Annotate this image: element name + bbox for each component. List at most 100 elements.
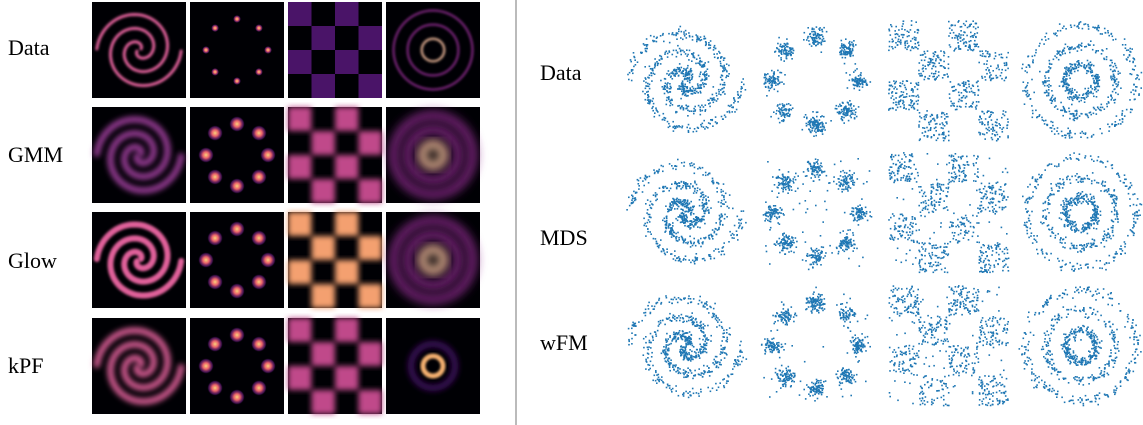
scatter-point	[779, 216, 781, 218]
scatter-point	[846, 238, 848, 240]
scatter-point	[689, 110, 691, 112]
scatter-point	[808, 170, 810, 172]
density-blob	[207, 230, 223, 246]
scatter-point	[1106, 103, 1108, 105]
scatter-point	[824, 127, 826, 129]
scatter-point	[1099, 128, 1101, 130]
scatter-point	[906, 175, 908, 177]
scatter-point	[697, 92, 699, 94]
scatter-point	[682, 221, 684, 223]
scatter-point	[1051, 131, 1053, 133]
scatter-point	[1087, 95, 1089, 97]
scatter-point	[958, 156, 960, 158]
scatter-point	[702, 174, 704, 176]
scatter-point	[703, 86, 705, 88]
scatter-point	[896, 197, 898, 199]
scatter-point	[894, 227, 896, 229]
scatter-point	[978, 212, 980, 214]
scatter-point	[1125, 44, 1127, 46]
scatter-point	[699, 57, 701, 59]
scatter-point	[998, 246, 1000, 248]
scatter-point	[707, 99, 709, 101]
scatter-point	[926, 127, 928, 129]
scatter-point	[1004, 248, 1006, 250]
scatter-point	[907, 239, 909, 241]
scatter-point	[1096, 91, 1098, 93]
scatter-point	[1003, 191, 1005, 193]
scatter-point	[848, 120, 850, 122]
scatter-point	[1032, 62, 1034, 64]
scatter-point	[1068, 133, 1070, 135]
scatter-point	[931, 186, 933, 188]
scatter-point	[1001, 69, 1003, 71]
scatter-point	[666, 100, 668, 102]
scatter-point	[851, 107, 853, 109]
scatter-point	[683, 165, 685, 167]
scatter-point	[709, 106, 711, 108]
scatter-point	[935, 58, 937, 60]
scatter-point	[645, 203, 647, 205]
scatter-point	[676, 188, 678, 190]
scatter-point	[720, 84, 722, 86]
scatter-point	[940, 65, 942, 67]
scatter-point	[779, 50, 781, 52]
scatter-point	[928, 253, 930, 255]
scatter-point	[1004, 62, 1006, 64]
scatter-point	[779, 122, 781, 124]
scatter-point	[892, 40, 894, 42]
scatter-point	[978, 101, 980, 103]
scatter-point	[663, 117, 665, 119]
tile-background	[386, 2, 480, 98]
scatter-point	[785, 235, 787, 237]
scatter-point	[866, 84, 868, 86]
scatter-point	[650, 68, 652, 70]
scatter-point	[702, 202, 704, 204]
scatter-point	[850, 241, 852, 243]
scatter-point	[666, 85, 668, 87]
scatter-point	[723, 195, 725, 197]
scatter-point	[785, 182, 787, 184]
scatter-point	[1007, 121, 1009, 123]
scatter-point	[992, 70, 994, 72]
scatter-point	[916, 47, 918, 49]
scatter-point	[1126, 59, 1128, 61]
scatter-point	[1048, 80, 1050, 82]
scatter-point	[1047, 124, 1049, 126]
scatter-point	[675, 50, 677, 52]
scatter-point	[1067, 128, 1069, 130]
scatter-point	[903, 92, 905, 94]
scatter-point	[681, 86, 683, 88]
scatter-point	[933, 264, 935, 266]
scatter-point	[944, 250, 946, 252]
scatter-point	[820, 264, 822, 266]
scatter-point	[775, 113, 777, 115]
scatter-point	[652, 110, 654, 112]
scatter-point	[897, 160, 899, 162]
scatter-point	[652, 70, 654, 72]
scatter-point	[891, 173, 893, 175]
scatter-point	[889, 41, 891, 43]
scatter-point	[946, 121, 948, 123]
scatter-point	[903, 152, 905, 154]
scatter-point	[663, 88, 665, 90]
scatter-point	[813, 164, 815, 166]
scatter-point	[990, 74, 992, 76]
scatter-point	[732, 106, 734, 108]
density-blob	[251, 169, 267, 185]
scatter-point	[689, 203, 691, 205]
scatter-point	[1122, 44, 1124, 46]
scatter-point	[1007, 118, 1009, 120]
scatter-point	[919, 138, 921, 140]
scatter-point	[713, 102, 715, 104]
scatter-point	[1120, 87, 1122, 89]
scatter-point	[724, 254, 726, 256]
scatter-point	[687, 54, 689, 56]
scatter-point	[789, 238, 791, 240]
density-blob	[255, 24, 263, 32]
scatter-point	[1004, 253, 1006, 255]
scatter-point	[934, 51, 936, 53]
scatter-point	[1115, 39, 1117, 41]
scatter-point	[1035, 110, 1037, 112]
scatter-point	[697, 187, 699, 189]
scatter-point	[682, 80, 684, 82]
